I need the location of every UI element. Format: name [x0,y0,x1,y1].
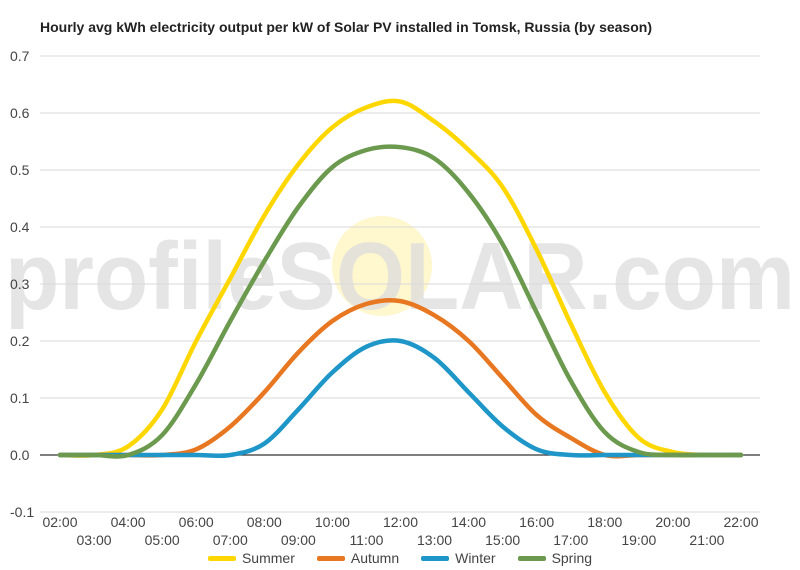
legend-label: Winter [455,550,496,566]
x-tick-label: 12:00 [383,514,418,530]
x-tick-label: 11:00 [349,532,383,545]
x-tick-label: 07:00 [213,532,248,545]
x-tick-label: 16:00 [519,514,554,530]
y-tick-label: 0.4 [10,219,30,235]
series-line-summer [57,98,744,458]
legend-swatch [517,555,546,561]
x-tick-label: 03:00 [77,532,112,545]
y-tick-label: 0.1 [10,390,30,406]
legend-label: Spring [551,550,593,566]
chart-title: Hourly avg kWh electricity output per kW… [40,19,652,35]
legend-swatch [207,555,236,561]
legend-item-summer[interactable]: Summer [207,549,295,567]
y-tick-label: 0.2 [10,333,30,349]
x-tick-label: 02:00 [42,514,77,530]
grid-lines [40,55,760,513]
series-line-spring [57,144,744,459]
y-tick-label: 0.0 [10,447,30,463]
x-tick-label: 10:00 [315,514,350,530]
y-tick-label: -0.1 [10,504,34,520]
series-lines [57,98,744,459]
x-tick-label: 19:00 [621,532,656,545]
x-tick-label: 22:00 [723,514,758,530]
x-tick-label: 05:00 [145,532,180,545]
x-tick-label: 20:00 [655,514,690,530]
x-tick-label: 14:00 [451,514,486,530]
x-tick-label: 08:00 [247,514,282,530]
y-tick-label: 0.6 [10,105,30,121]
x-tick-label: 21:00 [689,532,724,545]
legend-item-spring[interactable]: Spring [517,549,593,567]
x-tick-label: 13:00 [417,532,452,545]
x-tick-label: 04:00 [111,514,146,530]
x-tick-label: 15:00 [485,532,520,545]
legend-item-winter[interactable]: Winter [421,549,496,567]
legend-item-autumn[interactable]: Autumn [316,549,400,567]
legend-label: Autumn [350,550,400,566]
x-tick-label: 09:00 [281,532,316,545]
legend-swatch [421,555,450,561]
x-tick-label: 17:00 [553,532,588,545]
x-tick-label: 18:00 [587,514,622,530]
series-line-winter [57,338,744,459]
y-tick-label: 0.3 [10,276,30,292]
legend: Summer Autumn Winter Spring [0,549,800,567]
legend-label: Summer [241,550,295,566]
x-tick-label: 06:00 [179,514,214,530]
line-chart: profileSOLAR.com -0.1 0.0 0.1 0.2 0.3 0.4 0.5 0… [5,48,795,545]
watermark: profileSOLAR.com [5,216,795,330]
svg-text:profileSOLAR.com: profileSOLAR.com [5,223,795,330]
y-tick-label: 0.5 [10,162,30,178]
y-tick-label: 0.7 [10,48,30,64]
legend-swatch [316,555,345,561]
y-axis-ticks: -0.1 0.0 0.1 0.2 0.3 0.4 0.5 0.6 0.7 [10,48,34,520]
